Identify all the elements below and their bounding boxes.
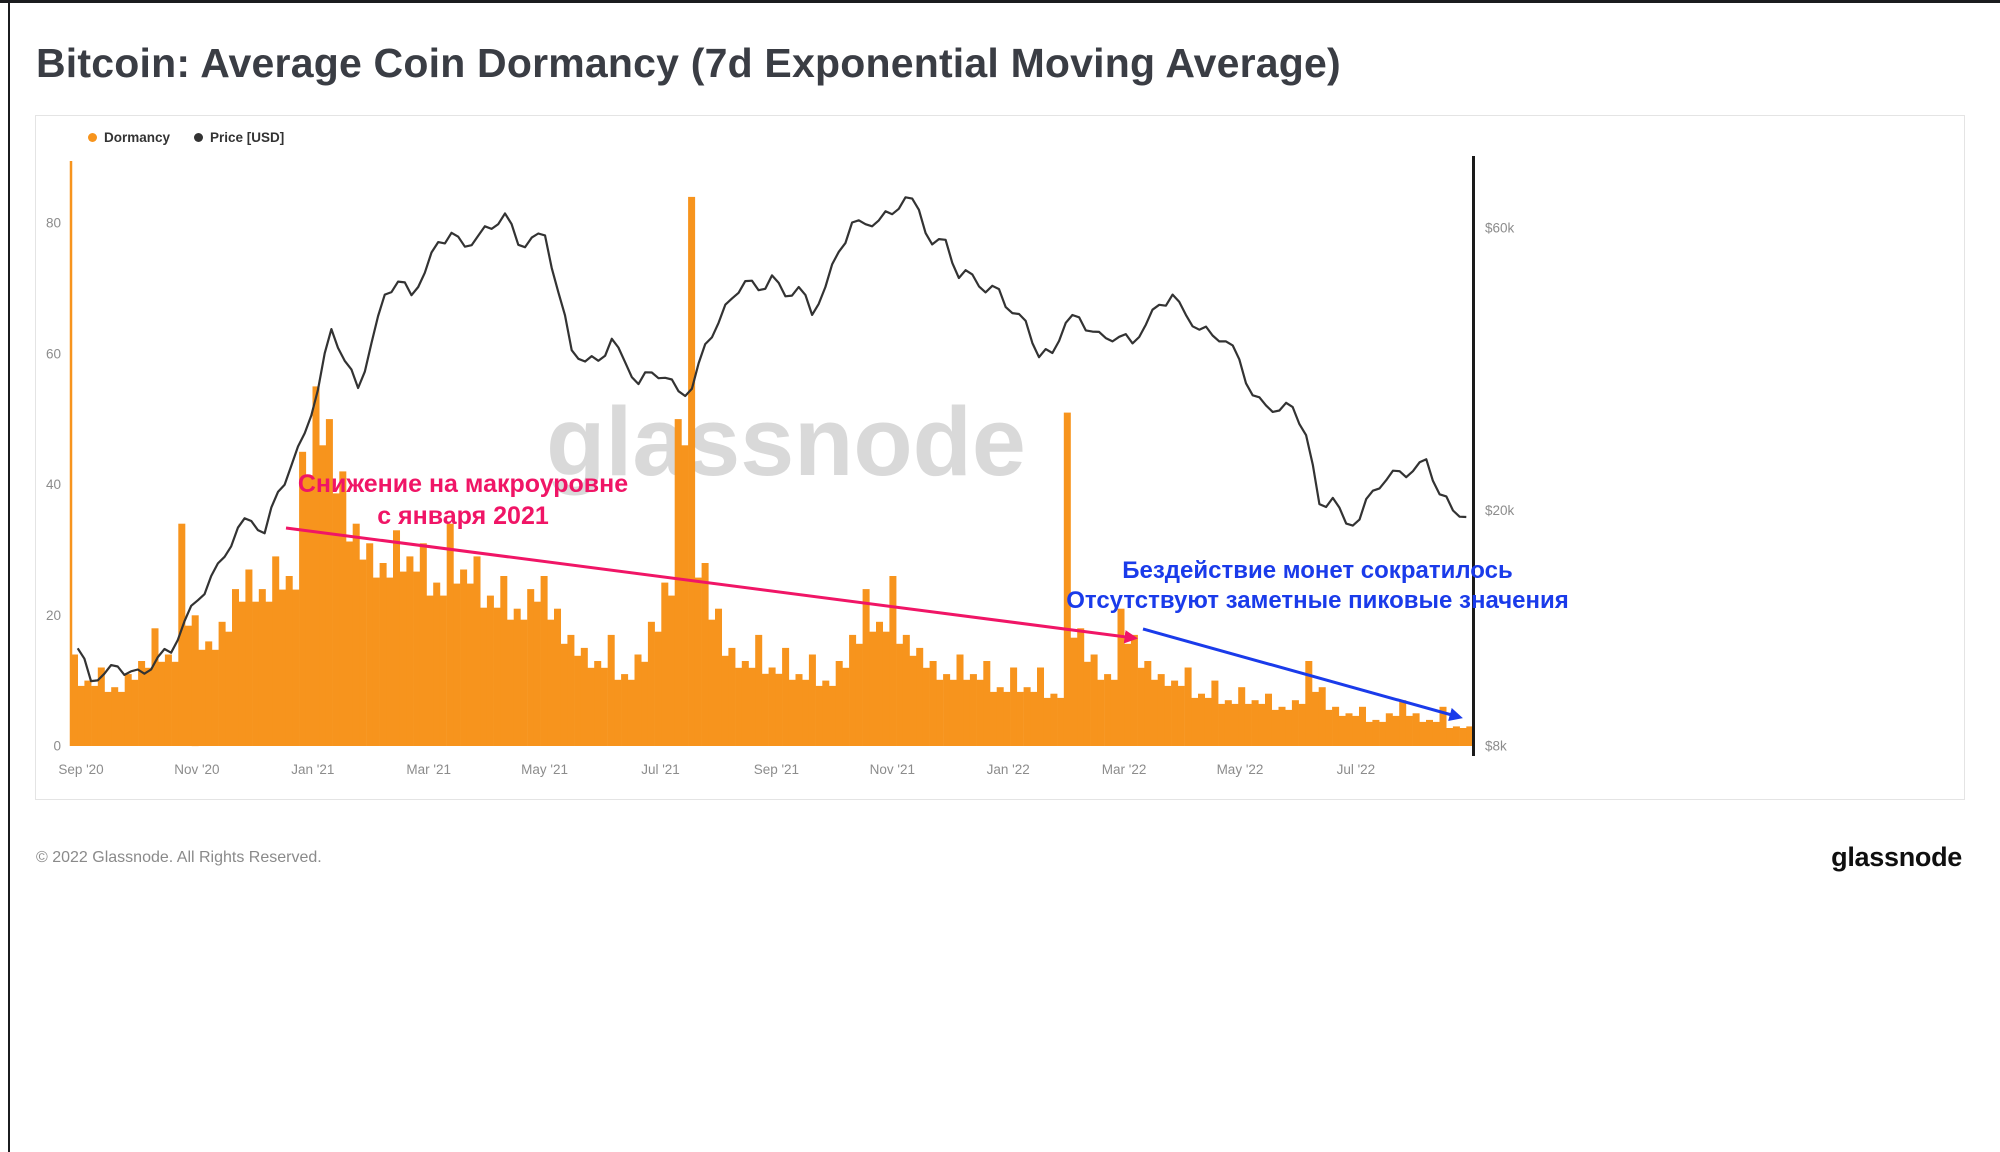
- y-left-tick: 0: [53, 739, 61, 754]
- legend: Dormancy Price [USD]: [88, 130, 284, 145]
- x-tick: May '22: [1217, 762, 1264, 777]
- footer: © 2022 Glassnode. All Rights Reserved. g…: [36, 842, 1962, 873]
- legend-label-price: Price [USD]: [210, 130, 285, 145]
- price-swatch-icon: [194, 133, 204, 142]
- dormancy-swatch-icon: [88, 133, 97, 142]
- window-left-edge: [8, 0, 10, 1152]
- x-tick: Jan '21: [291, 762, 334, 777]
- y-right-tick: $60k: [1485, 221, 1515, 236]
- x-tick: Mar '22: [1102, 762, 1147, 777]
- dormancy-bars: [71, 196, 1474, 747]
- annotation-blue-line2: Отсутствуют заметные пиковые значения: [1066, 587, 1569, 614]
- x-tick: Jul '22: [1337, 762, 1376, 777]
- pink-arrow: [285, 526, 1139, 644]
- annotation-macro-decline: Снижение на макроуровне с января 2021: [263, 468, 663, 532]
- x-tick: Sep '21: [754, 762, 799, 777]
- y-left-tick: 80: [46, 216, 61, 231]
- x-ticks: Sep '20 Nov '20 Jan '21 Mar '21 May '21 Jul '…: [58, 762, 1375, 777]
- y-right-tick: $8k: [1485, 739, 1507, 754]
- legend-item-price[interactable]: Price [USD]: [194, 130, 284, 145]
- y-left-tick: 60: [46, 346, 61, 361]
- window-top-edge: [0, 0, 2000, 3]
- x-tick: Mar '21: [406, 762, 451, 777]
- chart-svg: 0 20 40 60 80 $60k $20k $8k Sep '20 Nov '20 Jan '2…: [46, 156, 1515, 777]
- x-tick: May '21: [521, 762, 568, 777]
- y-right-tick: $20k: [1485, 503, 1515, 518]
- annotation-blue-line1: Бездействие монет сократилось: [1122, 557, 1513, 584]
- chart-card: Dormancy Price [USD] glassnode 0 20 40 60 80…: [35, 115, 1965, 800]
- annotation-pink-line1: Снижение на макроуровне: [297, 470, 629, 498]
- glassnode-logo: glassnode: [1831, 842, 1962, 872]
- page-title: Bitcoin: Average Coin Dormancy (7d Expon…: [36, 40, 1341, 86]
- price-line: [76, 196, 1467, 683]
- y-left-tick: 40: [46, 477, 61, 492]
- glassnode-watermark: glassnode: [546, 387, 1026, 496]
- y-right-ticks: $60k $20k $8k: [1485, 221, 1515, 754]
- y-left-ticks: 0 20 40 60 80: [46, 216, 61, 754]
- annotation-pink-line2: с января 2021: [377, 502, 549, 530]
- x-tick: Nov '21: [870, 762, 915, 777]
- x-tick: Nov '20: [174, 762, 219, 777]
- copyright-text: © 2022 Glassnode. All Rights Reserved.: [36, 848, 322, 866]
- legend-label-dormancy: Dormancy: [104, 130, 171, 145]
- blue-arrow: [1142, 627, 1463, 721]
- x-tick: Sep '20: [58, 762, 103, 777]
- annotation-no-spikes: Бездействие монет сократилось Отсутствую…: [1035, 556, 1600, 616]
- x-tick: Jan '22: [987, 762, 1030, 777]
- y-left-tick: 20: [46, 608, 61, 623]
- legend-item-dormancy[interactable]: Dormancy: [88, 130, 170, 145]
- x-tick: Jul '21: [641, 762, 680, 777]
